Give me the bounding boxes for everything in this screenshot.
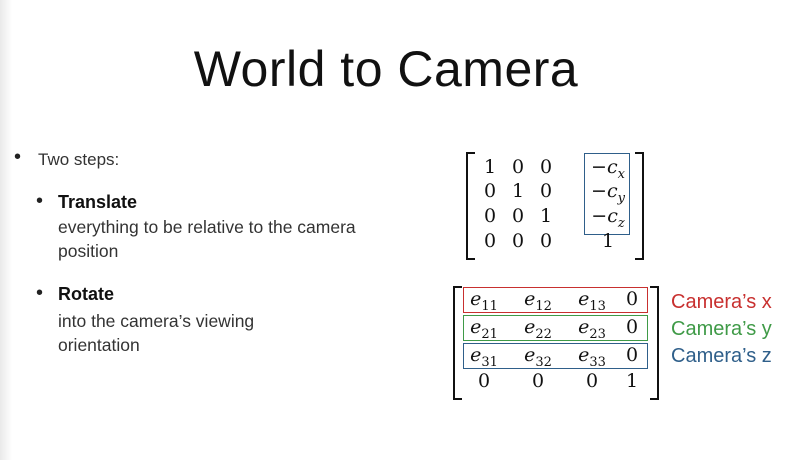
bullet-two-steps: Two steps: xyxy=(38,150,120,169)
translation-highlight-box xyxy=(584,153,630,235)
matrix-bracket-right xyxy=(635,152,644,260)
translation-matrix-cell: 0 xyxy=(483,230,497,252)
rotation-row-highlight-box xyxy=(463,315,648,341)
rotation-matrix-cell: e32 xyxy=(524,344,552,370)
camera-axis-label: Camera’s y xyxy=(671,318,772,340)
camera-axis-label: Camera’s x xyxy=(671,291,772,313)
translation-matrix-cell: −cx xyxy=(591,156,625,182)
rotation-matrix-cell: e22 xyxy=(524,316,552,342)
translation-matrix-cell: −cz xyxy=(591,205,625,231)
rotation-matrix-cell: 0 xyxy=(625,344,639,366)
translation-matrix-cell: 0 xyxy=(539,180,553,202)
translation-matrix-cell: 0 xyxy=(539,230,553,252)
bullet-dot: • xyxy=(36,190,44,212)
rotation-row-highlight-box xyxy=(463,343,648,369)
translation-matrix-cell: 0 xyxy=(511,156,525,178)
camera-axis-label: Camera’s z xyxy=(671,345,772,367)
rotation-matrix-cell: e13 xyxy=(578,288,606,314)
rotation-matrix-cell: 1 xyxy=(625,370,639,392)
translation-matrix-cell: 0 xyxy=(539,156,553,178)
rotate-heading: Rotate xyxy=(58,284,115,304)
rotation-matrix-cell: e11 xyxy=(470,288,498,314)
translation-matrix-cell: 1 xyxy=(539,205,553,227)
translation-matrix-cell: 0 xyxy=(511,230,525,252)
bullet-dot: • xyxy=(36,282,44,304)
bullet-dot: • xyxy=(14,146,22,168)
translation-matrix-cell: −cy xyxy=(591,180,625,206)
rotate-body: into the camera’s viewing orientation xyxy=(58,311,255,355)
matrix-bracket-left xyxy=(466,152,475,260)
rotation-matrix-cell: 0 xyxy=(625,316,639,338)
matrix-bracket-left xyxy=(453,286,462,400)
rotation-matrix-cell: e23 xyxy=(578,316,606,342)
translate-heading: Translate xyxy=(58,192,138,212)
matrix-bracket-right xyxy=(650,286,659,400)
rotation-matrix-cell: 0 xyxy=(477,370,491,392)
rotation-matrix-cell: 0 xyxy=(585,370,599,392)
translation-matrix-cell: 0 xyxy=(511,205,525,227)
translation-matrix-cell: 1 xyxy=(601,230,615,252)
translation-matrix-cell: 0 xyxy=(483,205,497,227)
rotation-row-highlight-box xyxy=(463,287,648,313)
rotation-matrix-cell: 0 xyxy=(531,370,545,392)
translation-matrix-cell: 1 xyxy=(511,180,525,202)
translation-matrix-cell: 0 xyxy=(483,180,497,202)
rotation-matrix-cell: 0 xyxy=(625,288,639,310)
translate-body: everything to be relative to the camera … xyxy=(58,217,356,261)
rotation-matrix-cell: e21 xyxy=(470,316,498,342)
rotation-matrix-cell: e33 xyxy=(578,344,606,370)
slide-edge-shadow xyxy=(0,0,12,460)
rotation-matrix-cell: e12 xyxy=(524,288,552,314)
translation-matrix-cell: 1 xyxy=(483,156,497,178)
rotation-matrix-cell: e31 xyxy=(470,344,498,370)
slide-title: World to Camera xyxy=(193,41,579,97)
